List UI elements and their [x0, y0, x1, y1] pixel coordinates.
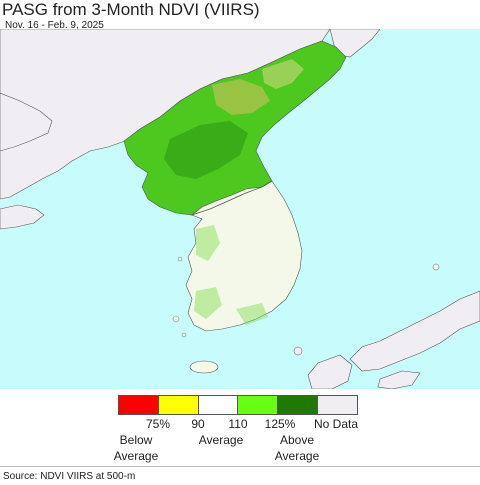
legend-swatch-far-above: [278, 395, 319, 415]
north-korea-below-average-patches: [212, 79, 270, 115]
source-credit: Source: NDVI VIIRS at 500-m: [3, 471, 136, 482]
page-title: PASG from 3-Month NDVI (VIIRS): [2, 0, 260, 19]
legend-tick-75: 75%: [145, 417, 171, 431]
west-island-3: [181, 332, 187, 338]
legend-tick-no-data: No Data: [313, 417, 359, 431]
japan-shikoku: [377, 370, 421, 389]
legend-category-above: Above Average: [274, 433, 320, 463]
legend-swatch-above: [238, 395, 279, 415]
legend-swatch-below: [158, 395, 199, 415]
north-korea-dense-vegetation: [164, 121, 248, 179]
ndvi-map: [0, 29, 480, 389]
shandong-peninsula: [0, 204, 45, 230]
legend-tick-125: 125%: [264, 417, 296, 431]
ulleung-island: [432, 263, 440, 271]
legend-swatch-no-data: [318, 395, 358, 415]
footer-divider: [0, 466, 480, 467]
dmz-border: [191, 180, 273, 216]
legend-swatch-far-below: [118, 395, 159, 415]
legend-bar: [118, 395, 358, 415]
west-island-2: [172, 315, 180, 323]
legend-tick-110: 110: [228, 417, 248, 431]
liaodong-peninsula: [0, 92, 53, 152]
japan-honshu: [349, 290, 480, 372]
jeju-island: [189, 360, 219, 374]
legend-category-below: Below Average: [113, 433, 159, 463]
date-range: Nov. 16 - Feb. 9, 2025: [5, 20, 104, 31]
japan-kyushu: [307, 354, 353, 389]
south-korea-above-average-patches: [194, 225, 268, 325]
north-korea-below-average-patches-2: [262, 59, 304, 89]
legend-category-average: Average: [198, 433, 244, 447]
west-island-1: [177, 256, 183, 262]
tsushima-island: [293, 346, 303, 356]
legend-tick-90: 90: [191, 417, 205, 431]
legend-swatch-average: [198, 395, 239, 415]
